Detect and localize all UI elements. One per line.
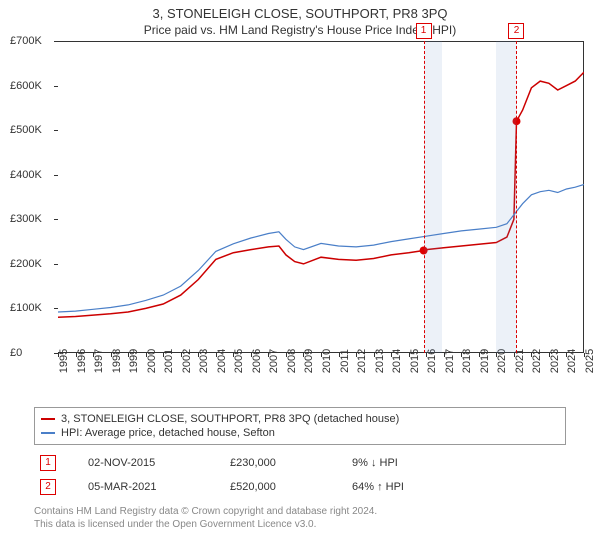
y-tick: [54, 264, 58, 265]
sale-date: 02-NOV-2015: [82, 451, 224, 475]
sale-price: £520,000: [224, 475, 346, 499]
sale-delta: 64% ↑ HPI: [346, 475, 566, 499]
x-axis-label: 2025: [584, 349, 600, 373]
y-axis-label: £700K: [10, 35, 42, 47]
y-axis-label: £200K: [10, 258, 42, 270]
y-tick: [54, 41, 58, 42]
sale-marker: 2: [40, 479, 56, 495]
y-axis-label: £0: [10, 347, 22, 359]
y-axis-label: £100K: [10, 302, 42, 314]
footer-line: This data is licensed under the Open Gov…: [34, 518, 566, 531]
y-tick: [54, 308, 58, 309]
y-tick: [54, 219, 58, 220]
y-axis-label: £400K: [10, 169, 42, 181]
legend-box: 3, STONELEIGH CLOSE, SOUTHPORT, PR8 3PQ …: [34, 407, 566, 445]
y-tick: [54, 86, 58, 87]
sale-delta: 9% ↓ HPI: [346, 451, 566, 475]
y-tick: [54, 175, 58, 176]
legend-item: HPI: Average price, detached house, Seft…: [41, 426, 559, 440]
table-row: 2 05-MAR-2021 £520,000 64% ↑ HPI: [34, 475, 566, 499]
sale-marker: 1: [40, 455, 56, 471]
sale-vline: [424, 41, 425, 353]
footer-text: Contains HM Land Registry data © Crown c…: [34, 505, 566, 531]
sales-table: 1 02-NOV-2015 £230,000 9% ↓ HPI 2 05-MAR…: [34, 451, 566, 499]
table-row: 1 02-NOV-2015 £230,000 9% ↓ HPI: [34, 451, 566, 475]
legend-label: 3, STONELEIGH CLOSE, SOUTHPORT, PR8 3PQ …: [61, 413, 399, 425]
shaded-range: [424, 41, 442, 353]
y-tick: [54, 130, 58, 131]
sale-price: £230,000: [224, 451, 346, 475]
chart-title: 3, STONELEIGH CLOSE, SOUTHPORT, PR8 3PQ: [0, 0, 600, 21]
sale-date: 05-MAR-2021: [82, 475, 224, 499]
legend-swatch: [41, 418, 55, 420]
sale-vline: [516, 41, 517, 353]
legend-item: 3, STONELEIGH CLOSE, SOUTHPORT, PR8 3PQ …: [41, 412, 559, 426]
sale-marker-box: 2: [508, 23, 524, 39]
legend-label: HPI: Average price, detached house, Seft…: [61, 427, 275, 439]
shaded-range: [496, 41, 517, 353]
sale-marker-box: 1: [416, 23, 432, 39]
footer-line: Contains HM Land Registry data © Crown c…: [34, 505, 566, 518]
y-axis-label: £600K: [10, 80, 42, 92]
legend-swatch: [41, 432, 55, 434]
chart-area: £0£100K£200K£300K£400K£500K£600K£700K199…: [10, 41, 590, 401]
y-axis-label: £300K: [10, 213, 42, 225]
y-axis-label: £500K: [10, 124, 42, 136]
